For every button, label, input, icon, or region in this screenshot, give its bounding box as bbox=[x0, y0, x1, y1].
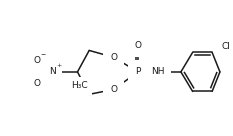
Text: P: P bbox=[135, 67, 141, 76]
Text: Cl: Cl bbox=[222, 42, 231, 51]
Text: +: + bbox=[56, 63, 61, 68]
Text: O: O bbox=[33, 79, 40, 88]
Text: N: N bbox=[49, 67, 55, 76]
Text: O: O bbox=[110, 85, 117, 94]
Text: −: − bbox=[40, 51, 46, 56]
Text: NH: NH bbox=[151, 67, 164, 76]
Text: O: O bbox=[110, 53, 117, 62]
Text: H₃C: H₃C bbox=[71, 81, 88, 90]
Text: O: O bbox=[134, 41, 141, 50]
Text: O: O bbox=[33, 56, 40, 65]
